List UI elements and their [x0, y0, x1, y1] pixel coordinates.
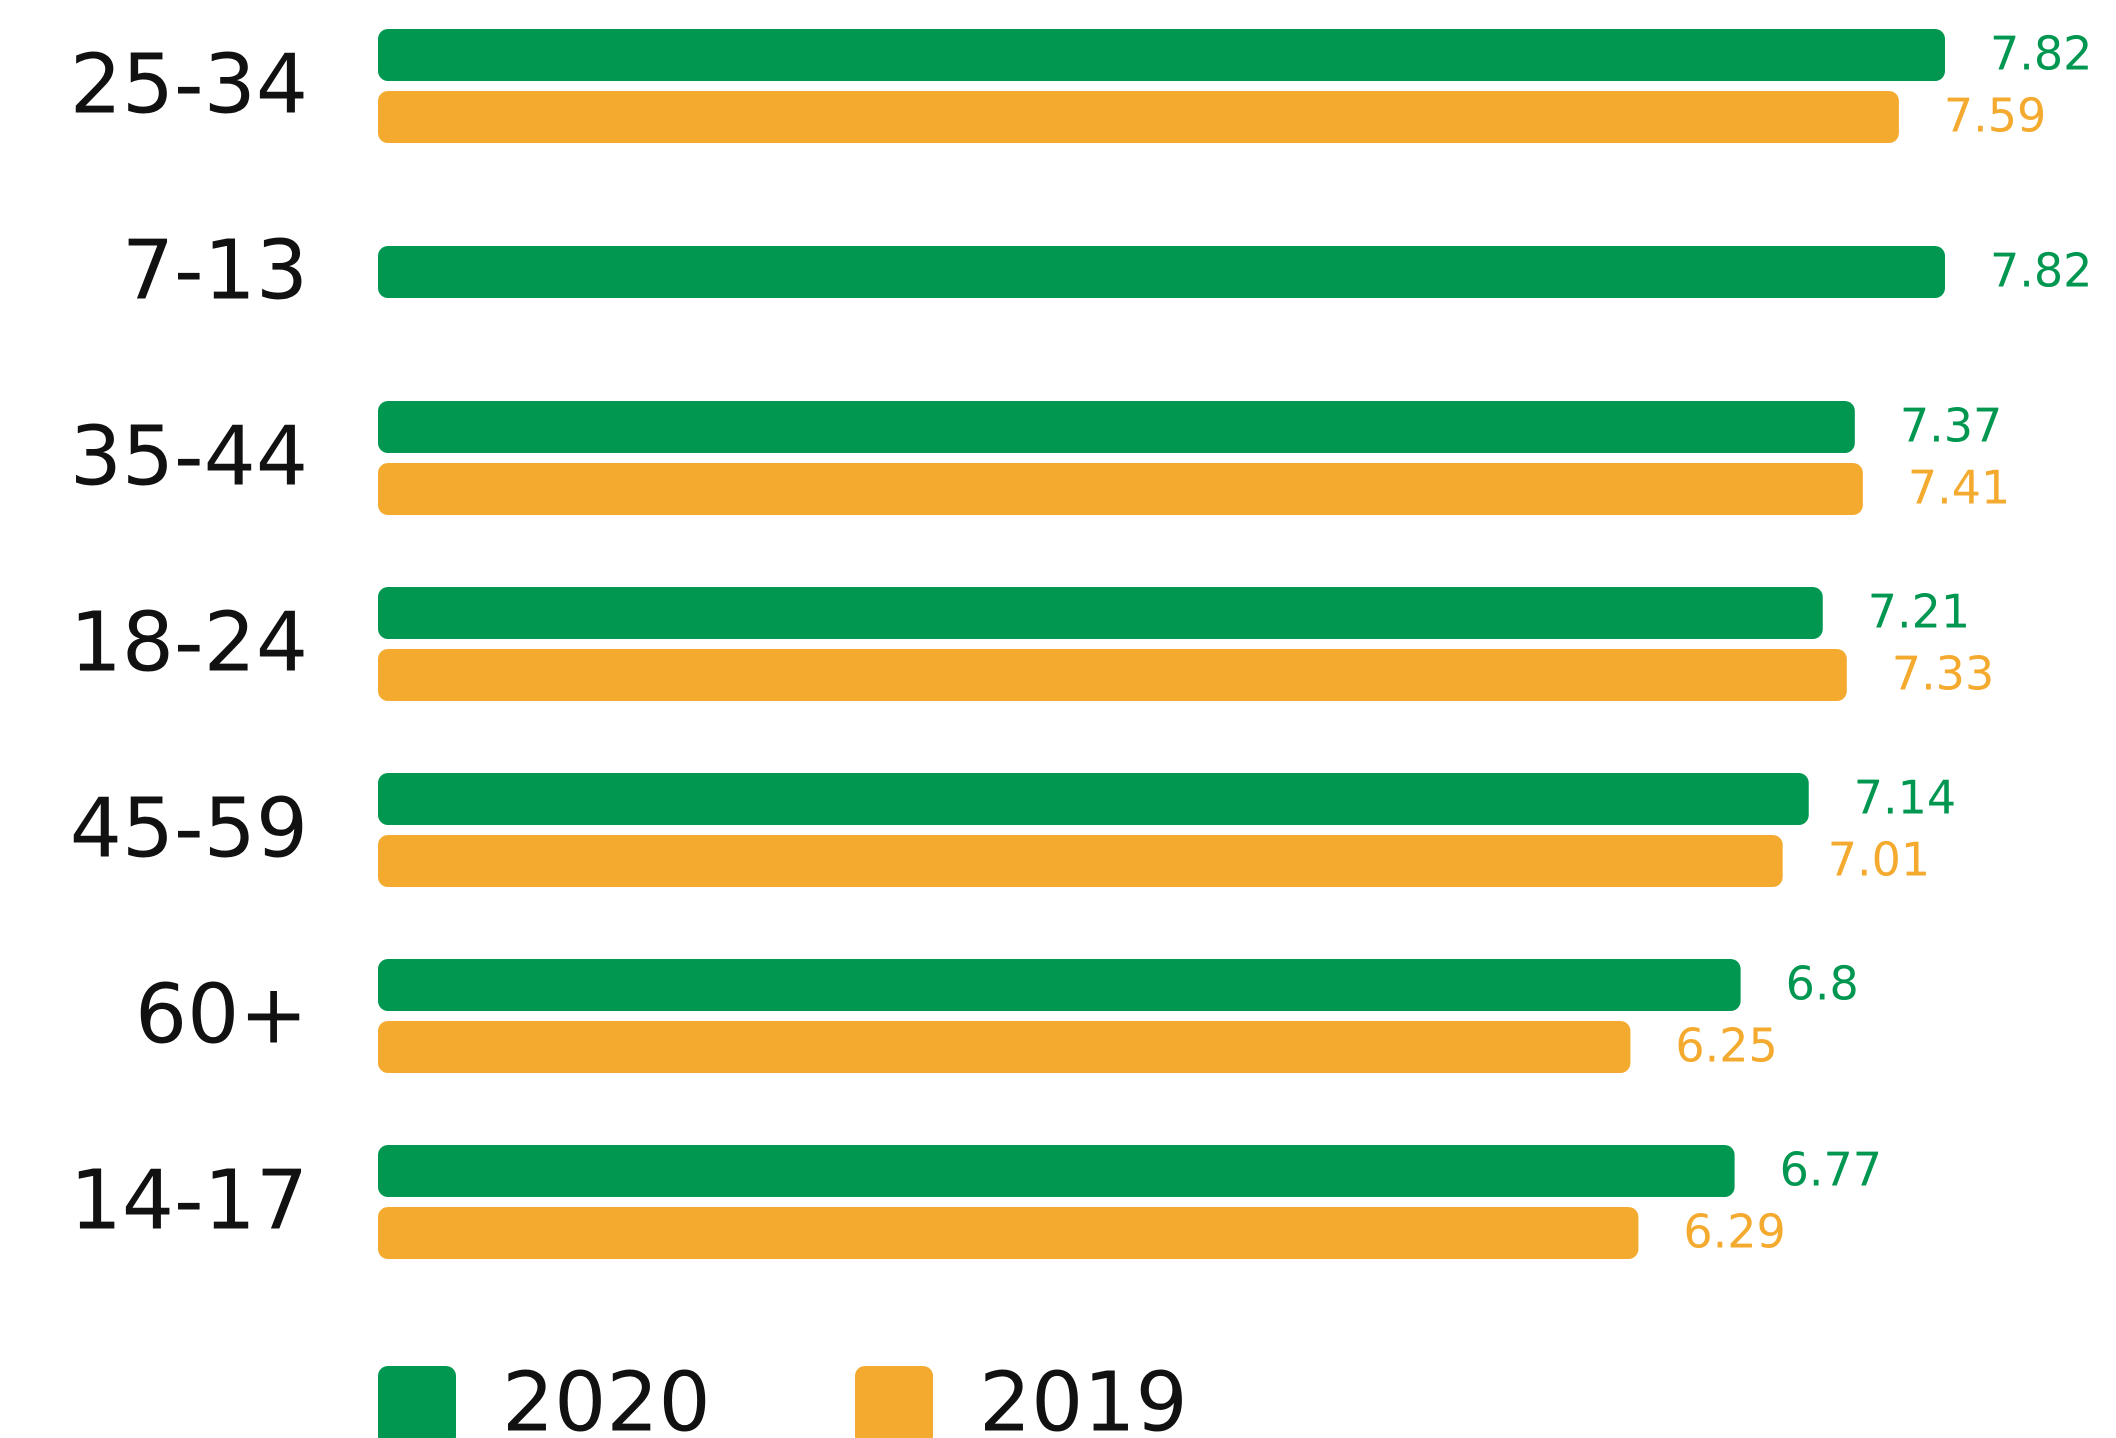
value-label: 6.29: [1683, 1205, 1785, 1259]
bar: [378, 835, 1783, 887]
value-label: 7.59: [1944, 89, 2046, 143]
value-label: 7.82: [1990, 27, 2092, 81]
category-label: 45-59: [70, 781, 308, 876]
bar: [378, 587, 1823, 639]
value-label: 6.77: [1780, 1143, 1882, 1197]
bar: [378, 401, 1855, 453]
bar: [378, 463, 1863, 515]
value-label: 7.33: [1892, 647, 1994, 701]
bar: [378, 29, 1945, 81]
bar: [378, 91, 1899, 143]
category-label: 14-17: [70, 1153, 308, 1248]
legend-label: 2019: [979, 1355, 1188, 1438]
bar: [378, 959, 1741, 1011]
category-label: 35-44: [70, 409, 308, 504]
bar: [378, 773, 1809, 825]
legend-label: 2020: [502, 1355, 711, 1438]
bar: [378, 1207, 1639, 1259]
value-label: 7.14: [1854, 771, 1956, 825]
value-label: 7.01: [1828, 833, 1930, 887]
bar: [378, 1021, 1631, 1073]
legend-swatch: [378, 1366, 456, 1438]
value-label: 7.41: [1908, 461, 2010, 515]
value-label: 6.8: [1786, 957, 1859, 1011]
bar: [378, 246, 1945, 298]
bar: [378, 649, 1847, 701]
legend-swatch: [855, 1366, 933, 1438]
bar: [378, 1145, 1735, 1197]
category-label: 18-24: [70, 595, 308, 690]
category-label: 7-13: [122, 223, 308, 318]
value-label: 6.25: [1675, 1019, 1777, 1073]
category-label: 60+: [135, 967, 308, 1062]
category-label: 25-34: [70, 37, 308, 132]
value-label: 7.37: [1900, 399, 2002, 453]
value-label: 7.82: [1990, 244, 2092, 298]
value-label: 7.21: [1868, 585, 1970, 639]
